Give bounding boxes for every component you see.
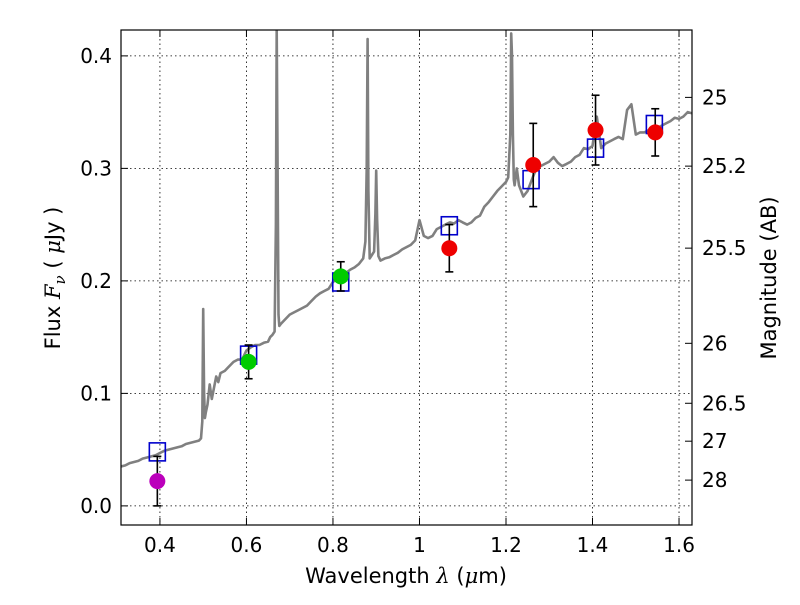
x-tick-label: 1 — [413, 533, 426, 557]
x-tick-label: 0.8 — [317, 533, 349, 557]
grid-lines — [121, 30, 692, 525]
y2-tick-label: 26.5 — [702, 391, 747, 415]
observed-point — [587, 122, 604, 139]
y-axis-label: Flux Fν ( μJy ) — [41, 207, 69, 350]
y2-tick-label: 25.5 — [702, 236, 747, 260]
plot-frame — [120, 29, 693, 526]
y-tick-label: 0.4 — [80, 44, 112, 68]
ticks — [121, 30, 692, 525]
y2-tick-label: 25 — [702, 85, 727, 109]
y2-axis-label: Magnitude (AB) — [757, 196, 781, 359]
y2-tick-label: 27 — [702, 429, 727, 453]
y2-tick-label: 26 — [702, 331, 727, 355]
y2-tick-label: 28 — [702, 468, 727, 492]
y-tick-label: 0.1 — [80, 381, 112, 405]
x-tick-label: 0.4 — [144, 533, 176, 557]
observed-point — [332, 268, 349, 285]
observed-point — [525, 157, 542, 173]
y-tick-label: 0.0 — [80, 494, 112, 518]
spectrum-line — [121, 30, 692, 468]
observed-point — [647, 124, 664, 141]
y2-tick-label: 25.2 — [702, 154, 747, 178]
x-tick-label: 0.6 — [231, 533, 263, 557]
x-axis-label: Wavelength λ (μm) — [305, 564, 507, 588]
observed-point — [441, 240, 458, 257]
x-tick-label: 1.2 — [490, 533, 522, 557]
x-tick-label: 1.4 — [577, 533, 609, 557]
observed-point — [240, 353, 257, 370]
observed-point — [149, 473, 166, 490]
y-tick-label: 0.2 — [80, 269, 112, 293]
spectrum-layer — [121, 30, 692, 468]
observed-points — [149, 94, 664, 507]
tick-labels: 0.4 0.6 0.8 1 1.2 1.4 1.6 0.0 0.1 0.2 0.3 0.4 25 25.2… — [80, 44, 746, 557]
x-tick-label: 1.6 — [663, 533, 695, 557]
y-tick-label: 0.3 — [80, 156, 112, 180]
